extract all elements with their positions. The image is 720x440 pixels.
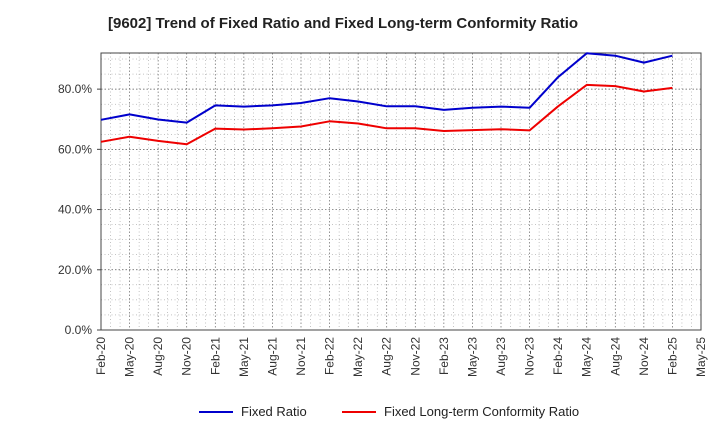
x-tick-label: Aug-23 bbox=[494, 337, 508, 376]
x-tick-label: Nov-20 bbox=[180, 337, 194, 376]
x-tick-label: Nov-23 bbox=[523, 337, 537, 376]
x-tick-label: Nov-22 bbox=[408, 337, 422, 376]
x-tick-label: Feb-25 bbox=[665, 337, 679, 375]
legend-item-fixed-ratio: Fixed Ratio bbox=[199, 404, 307, 419]
axes bbox=[97, 52, 702, 331]
series-lines bbox=[100, 52, 673, 146]
grid-lines bbox=[100, 53, 702, 331]
legend-swatch bbox=[199, 410, 233, 413]
legend-item-fixed-long-term-conformity-ratio: Fixed Long-term Conformity Ratio bbox=[342, 404, 579, 419]
x-tick-label: Feb-24 bbox=[551, 337, 565, 375]
x-tick-label: Aug-22 bbox=[380, 337, 394, 376]
x-tick-label: May-25 bbox=[694, 337, 708, 377]
x-tick-label: May-22 bbox=[351, 337, 365, 377]
x-tick-label: May-23 bbox=[465, 337, 479, 377]
legend-label: Fixed Long-term Conformity Ratio bbox=[384, 404, 580, 419]
y-tick-label: 0.0% bbox=[65, 323, 93, 337]
x-tick-label: Feb-22 bbox=[323, 337, 337, 375]
y-tick-label: 80.0% bbox=[58, 82, 92, 96]
x-tick-label: May-20 bbox=[123, 337, 137, 377]
x-tick-label: Nov-21 bbox=[294, 337, 308, 376]
x-tick-label: May-24 bbox=[580, 337, 594, 377]
legend-label: Fixed Ratio bbox=[241, 404, 307, 419]
plot-frame bbox=[100, 52, 702, 331]
y-tick-label: 40.0% bbox=[58, 203, 92, 217]
x-tick-label: Aug-20 bbox=[151, 337, 165, 376]
legend-swatch bbox=[342, 410, 376, 413]
x-tick-label: May-21 bbox=[237, 337, 251, 377]
x-tick-label: Aug-24 bbox=[608, 337, 622, 376]
y-tick-labels: 0.0% 20.0% 40.0% 60.0% 80.0% bbox=[58, 82, 92, 337]
x-tick-label: Feb-23 bbox=[437, 337, 451, 375]
x-tick-label: Nov-24 bbox=[637, 337, 651, 376]
chart-title: [9602] Trend of Fixed Ratio and Fixed Lo… bbox=[108, 15, 579, 32]
y-tick-label: 20.0% bbox=[58, 263, 92, 277]
series-line-fixed-long-term-conformity-ratio bbox=[100, 83, 673, 146]
series-line-fixed-ratio bbox=[100, 52, 673, 124]
x-tick-label: Feb-21 bbox=[208, 337, 222, 375]
x-tick-labels: Feb-20 May-20 Aug-20 Nov-20 Feb-21 May-21 Aug-… bbox=[94, 337, 708, 377]
legend: Fixed Ratio Fixed Long-term Conformity R… bbox=[0, 404, 720, 426]
y-tick-label: 60.0% bbox=[58, 142, 92, 156]
x-tick-label: Feb-20 bbox=[94, 337, 108, 375]
x-tick-label: Aug-21 bbox=[265, 337, 279, 376]
